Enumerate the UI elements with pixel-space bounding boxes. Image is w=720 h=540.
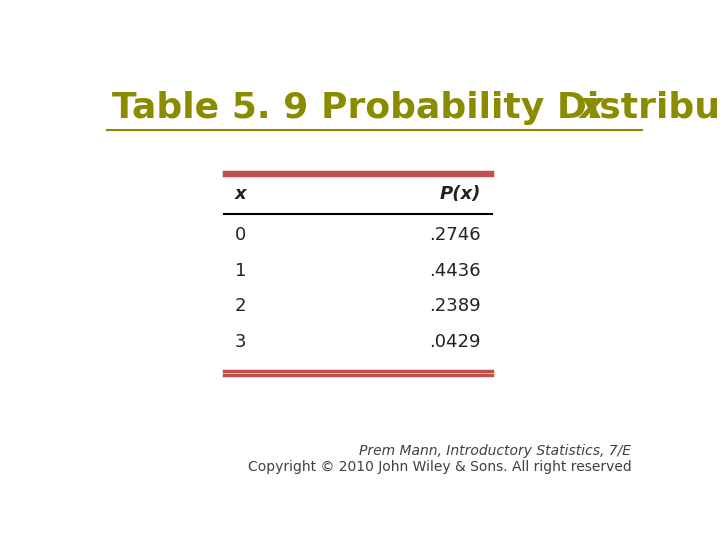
Text: .0429: .0429 <box>429 333 481 350</box>
Text: x: x <box>235 185 247 202</box>
Text: .2389: .2389 <box>429 297 481 315</box>
Text: Table 5. 9 Probability Distribution of: Table 5. 9 Probability Distribution of <box>112 91 720 125</box>
Text: P(x): P(x) <box>439 185 481 202</box>
Text: Prem Mann, Introductory Statistics, 7/E: Prem Mann, Introductory Statistics, 7/E <box>359 444 631 458</box>
Text: 2: 2 <box>235 297 246 315</box>
Text: .4436: .4436 <box>429 261 481 280</box>
Text: 1: 1 <box>235 261 246 280</box>
Text: 0: 0 <box>235 226 246 244</box>
Text: x: x <box>580 91 603 125</box>
Text: Copyright © 2010 John Wiley & Sons. All right reserved: Copyright © 2010 John Wiley & Sons. All … <box>248 460 631 474</box>
Text: .2746: .2746 <box>429 226 481 244</box>
Text: 3: 3 <box>235 333 246 350</box>
